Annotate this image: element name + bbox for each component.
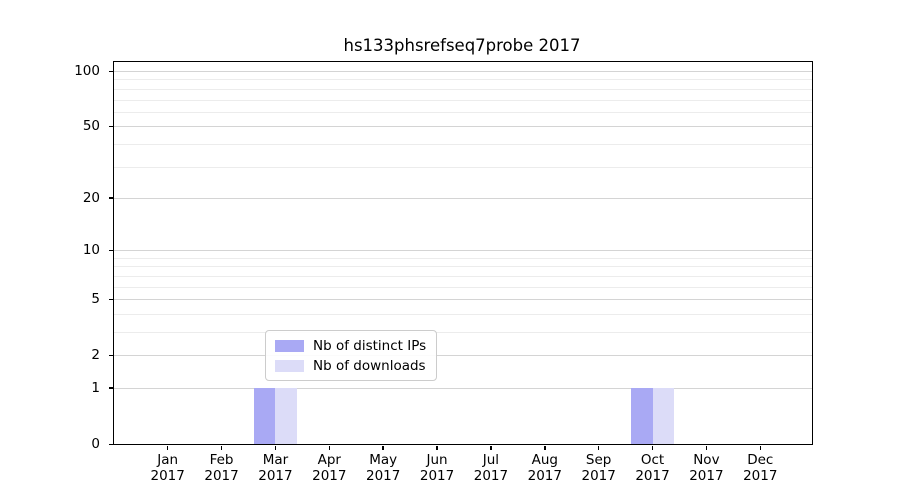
x-axis-tick [436, 445, 438, 450]
x-axis-tick-label: Jun 2017 [420, 452, 454, 484]
minor-gridline [114, 99, 812, 101]
y-axis-tick-label: 5 [91, 291, 100, 308]
x-tick-year: 2017 [473, 468, 509, 484]
legend-item: Nb of downloads [275, 357, 426, 374]
y-axis-tick-label: 20 [82, 189, 100, 206]
bar-downloads [275, 388, 297, 444]
x-tick-month: Jul [482, 452, 500, 468]
x-axis-tick [544, 445, 546, 450]
x-axis-tick [490, 445, 492, 450]
legend-swatch [275, 339, 304, 352]
x-axis-tick-label: Aug 2017 [528, 452, 562, 484]
legend-item: Nb of distinct IPs [275, 337, 426, 354]
y-axis-tick-label: 2 [91, 347, 100, 364]
x-axis-tick [597, 445, 600, 450]
x-tick-year: 2017 [258, 468, 293, 484]
minor-gridline [114, 257, 812, 259]
minor-gridline [114, 275, 812, 277]
legend-label: Nb of downloads [313, 357, 426, 374]
minor-gridline [114, 286, 812, 288]
x-tick-year: 2017 [150, 468, 185, 484]
major-gridline [114, 299, 812, 301]
x-tick-year: 2017 [581, 468, 616, 484]
x-axis-tick-label: Jan 2017 [151, 452, 185, 484]
x-axis-tick [651, 445, 654, 450]
minor-gridline [114, 266, 812, 268]
x-axis-tick [328, 445, 331, 450]
x-axis-tick [220, 445, 223, 450]
minor-gridline [114, 111, 812, 113]
bar-downloads [652, 388, 675, 444]
x-axis-tick-label: Jul 2017 [474, 452, 508, 484]
y-axis-tick-label: 50 [82, 118, 100, 135]
y-axis-tick-label: 1 [91, 379, 100, 396]
plot-area: 0 1 2 5 10 20 50 100 Jan 2017 Feb 2017 Mar 2017 Apr 201… [74, 61, 813, 484]
x-axis-tick-label: May 2017 [366, 452, 400, 484]
x-axis-tick-label: Feb 2017 [204, 452, 238, 484]
x-axis-tick [382, 445, 384, 450]
x-tick-year: 2017 [312, 468, 347, 484]
x-axis-tick [166, 445, 169, 450]
x-tick-month: Jan [157, 452, 179, 468]
x-tick-year: 2017 [743, 468, 778, 484]
x-tick-month: Dec [747, 452, 774, 468]
chart-title: hs133phsrefseq7probe 2017 [343, 36, 581, 55]
legend-swatch [275, 359, 304, 372]
x-axis-tick-label: Oct 2017 [635, 452, 669, 484]
x-axis-tick-label: Apr 2017 [312, 452, 346, 484]
y-axis-tick [108, 354, 113, 357]
x-tick-year: 2017 [635, 468, 670, 484]
major-gridline [114, 355, 812, 357]
y-axis-tick [108, 249, 113, 252]
major-gridline [114, 126, 812, 128]
x-tick-month: Sep [585, 452, 612, 468]
x-tick-month: Oct [640, 452, 665, 468]
y-axis-tick [108, 443, 113, 445]
x-axis-tick-label: Sep 2017 [581, 452, 615, 484]
bar-distinct-ips [631, 388, 653, 444]
x-tick-year: 2017 [419, 468, 455, 484]
x-tick-month: Apr [317, 452, 341, 468]
x-tick-month: Mar [262, 452, 289, 468]
x-tick-year: 2017 [204, 468, 239, 484]
major-gridline [114, 250, 812, 252]
legend: Nb of distinct IPs Nb of downloads [265, 330, 438, 381]
bar-distinct-ips [253, 388, 276, 444]
minor-gridline [114, 88, 812, 90]
x-tick-year: 2017 [689, 468, 724, 484]
x-tick-month: May [369, 452, 398, 468]
y-axis-tick-label: 10 [82, 242, 100, 259]
minor-gridline [114, 166, 812, 168]
x-axis-tick-label: Dec 2017 [743, 452, 777, 484]
x-tick-year: 2017 [527, 468, 562, 484]
y-axis-tick [108, 125, 113, 128]
y-axis-tick [108, 387, 113, 389]
minor-gridline [114, 143, 812, 145]
minor-gridline [114, 313, 812, 315]
y-axis-tick [108, 298, 113, 301]
y-axis-tick-label: 0 [91, 436, 100, 452]
x-axis-tick [705, 445, 708, 450]
x-axis-tick [759, 445, 762, 450]
x-tick-month: Jun [426, 452, 448, 468]
x-axis-tick [274, 445, 277, 450]
minor-gridline [114, 79, 812, 81]
y-axis-tick-label: 100 [74, 63, 100, 80]
x-tick-month: Aug [531, 452, 558, 468]
major-gridline [114, 387, 812, 389]
x-tick-year: 2017 [365, 468, 401, 484]
x-axis-tick-label: Nov 2017 [689, 452, 723, 484]
major-gridline [114, 197, 812, 199]
major-gridline [114, 71, 812, 73]
y-axis-tick [108, 70, 113, 73]
minor-gridline [114, 331, 812, 333]
x-axis-tick-label: Mar 2017 [258, 452, 292, 484]
x-tick-month: Nov [693, 452, 720, 468]
y-axis-tick [108, 197, 113, 199]
x-tick-month: Feb [209, 452, 234, 468]
legend-label: Nb of distinct IPs [313, 337, 427, 354]
